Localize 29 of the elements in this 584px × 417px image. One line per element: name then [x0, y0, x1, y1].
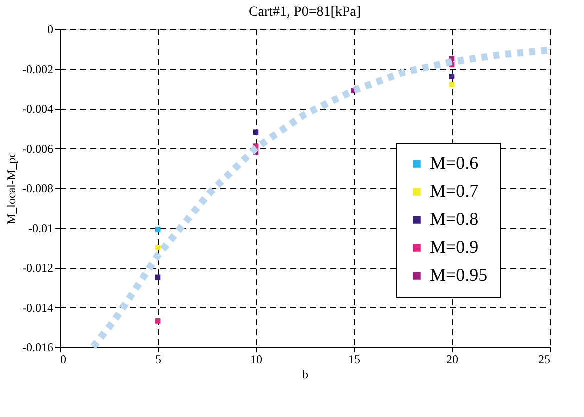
y-tick-label: -0.014: [22, 300, 54, 315]
x-axis-title: b: [302, 368, 308, 382]
x-tick-label: 25: [538, 352, 550, 366]
y-axis-title: M_local-M_pc: [4, 152, 19, 224]
y-tick-label: -0.01: [28, 221, 54, 236]
point: [449, 82, 455, 88]
y-tick-label: -0.004: [22, 102, 54, 116]
y-tick-label: -0.006: [22, 142, 54, 156]
chart-title: Cart#1, P0=81[kPa]: [248, 5, 362, 20]
legend-label: M=0.8: [430, 209, 479, 229]
point: [449, 74, 455, 80]
x-tick-label: 5: [156, 352, 162, 366]
y-tick-label: -0.012: [22, 261, 54, 275]
y-tick-label: 0: [48, 22, 54, 36]
point: [155, 318, 161, 324]
point: [155, 227, 161, 232]
point: [155, 244, 161, 250]
legend-label: M=0.9: [430, 237, 479, 257]
legend-label: M=0.95: [430, 265, 488, 285]
y-tick-label: -0.016: [22, 340, 54, 354]
y-tick-label: -0.008: [22, 182, 54, 196]
legend-label: M=0.7: [430, 181, 479, 201]
x-tick-label: 15: [348, 352, 360, 366]
x-tick-label: 10: [250, 352, 262, 366]
x-tick-label: 0: [60, 352, 66, 366]
y-tick-label: -0.002: [22, 62, 54, 76]
point: [253, 130, 259, 135]
legend-label: M=0.6: [430, 153, 479, 173]
x-tick-label: 20: [446, 352, 458, 366]
